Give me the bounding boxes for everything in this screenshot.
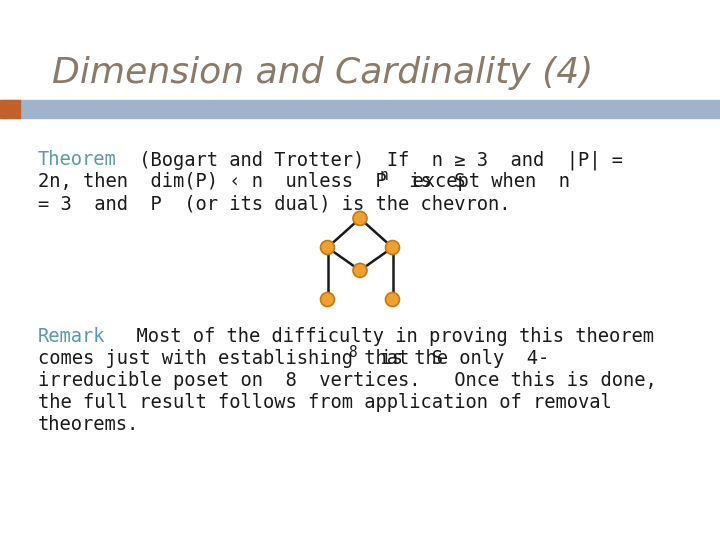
Text: Dimension and Cardinality (4): Dimension and Cardinality (4) [52, 56, 593, 90]
Text: the full result follows from application of removal: the full result follows from application… [38, 393, 612, 412]
Text: Remark: Remark [38, 327, 106, 346]
Text: (Bogart and Trotter)  If  n ≥ 3  and  |P| =: (Bogart and Trotter) If n ≥ 3 and |P| = [128, 150, 623, 170]
Text: except when  n: except when n [390, 172, 570, 191]
Circle shape [353, 211, 367, 225]
Text: Theorem: Theorem [38, 150, 117, 169]
Text: 2n, then  dim(P) ‹ n  unless  P  is  S: 2n, then dim(P) ‹ n unless P is S [38, 172, 466, 191]
Bar [0, 100, 20, 118]
Text: Most of the difficulty in proving this theorem: Most of the difficulty in proving this t… [114, 327, 654, 346]
Circle shape [385, 293, 400, 307]
Circle shape [320, 293, 335, 307]
Text: theorems.: theorems. [38, 415, 139, 434]
Circle shape [353, 264, 367, 278]
Bar [0, 100, 720, 118]
Circle shape [320, 240, 335, 254]
Circle shape [385, 240, 400, 254]
Text: = 3  and  P  (or its dual) is the chevron.: = 3 and P (or its dual) is the chevron. [38, 194, 510, 213]
Text: irreducible poset on  8  vertices.   Once this is done,: irreducible poset on 8 vertices. Once th… [38, 371, 657, 390]
Text: is the only  4-: is the only 4- [358, 349, 549, 368]
Text: comes just with establishing that  S: comes just with establishing that S [38, 349, 443, 368]
Text: 8: 8 [348, 345, 356, 360]
Text: n: n [380, 168, 389, 183]
